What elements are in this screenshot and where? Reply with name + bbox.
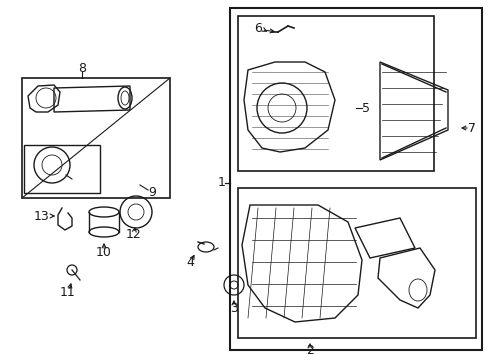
Text: 1: 1 <box>218 176 225 189</box>
Text: 3: 3 <box>229 302 238 315</box>
Text: 12: 12 <box>126 228 142 240</box>
Text: 5: 5 <box>361 102 369 114</box>
Text: 8: 8 <box>78 62 86 75</box>
Text: 11: 11 <box>60 285 76 298</box>
Bar <box>238 188 475 338</box>
Text: 2: 2 <box>305 343 313 356</box>
Text: 10: 10 <box>96 246 112 258</box>
Text: 7: 7 <box>467 122 475 135</box>
Bar <box>238 16 433 171</box>
Text: 6: 6 <box>254 22 262 35</box>
Bar <box>24 145 100 193</box>
Bar <box>22 78 170 198</box>
Text: 4: 4 <box>185 256 194 269</box>
Text: 9: 9 <box>148 185 156 198</box>
Bar <box>229 8 481 350</box>
Text: 13: 13 <box>34 210 50 222</box>
